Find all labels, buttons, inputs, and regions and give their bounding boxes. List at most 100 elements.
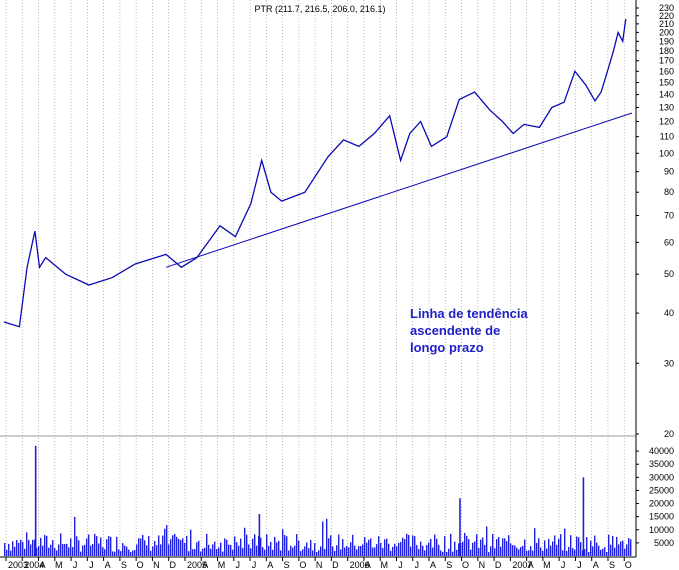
x-tick-month: D [169, 560, 176, 570]
volume-bar [476, 534, 478, 556]
price-tick-label: 160 [659, 66, 674, 76]
price-tick-label: 70 [664, 210, 674, 220]
volume-bar [568, 546, 570, 556]
volume-bar [618, 544, 620, 556]
volume-bar [144, 540, 146, 556]
volume-bar [494, 548, 496, 556]
volume-bar [586, 537, 588, 556]
x-tick-month: A [105, 560, 111, 570]
volume-bar [228, 544, 230, 556]
volume-bar [134, 550, 136, 556]
price-tick-label: 50 [664, 269, 674, 279]
volume-bar [264, 549, 266, 556]
volume-bar [336, 545, 338, 556]
volume-bar [408, 534, 410, 556]
volume-bar [112, 551, 114, 556]
volume-bar [454, 541, 456, 556]
volume-bar [242, 547, 244, 556]
volume-bar [64, 544, 66, 556]
x-tick-month: J [89, 560, 94, 570]
x-tick-month: O [137, 560, 144, 570]
price-tick-label: 170 [659, 56, 674, 66]
volume-bar [94, 533, 96, 556]
volume-bar [162, 535, 164, 556]
volume-bar [578, 537, 580, 556]
volume-bar [496, 539, 498, 556]
volume-bar [248, 544, 250, 556]
volume-bar [372, 547, 374, 556]
price-tick-label: 140 [659, 90, 674, 100]
volume-bar [238, 545, 240, 556]
x-tick-month: M [380, 560, 388, 570]
volume-bar [286, 536, 288, 556]
volume-bar [396, 546, 398, 556]
price-tick-label: 110 [660, 132, 674, 142]
volume-tick-label: 30000 [649, 472, 674, 482]
volume-bar [596, 542, 598, 556]
volume-bar [510, 543, 512, 556]
volume-tick-label: 15000 [649, 512, 674, 522]
volume-bar [386, 538, 388, 556]
x-tick-month: J [252, 560, 257, 570]
volume-bar [140, 538, 142, 556]
price-tick-label: 80 [664, 187, 674, 197]
volume-bar [156, 545, 158, 556]
volume-bar [442, 551, 444, 556]
volume-bar [528, 550, 530, 556]
volume-bar [96, 536, 98, 556]
volume-bar [206, 533, 208, 556]
volume-bar [432, 547, 434, 556]
volume-bar [244, 527, 246, 556]
volume-bar [412, 535, 414, 556]
volume-bar [72, 547, 74, 556]
x-tick-month: D [332, 560, 339, 570]
volume-bar [300, 551, 302, 556]
volume-bar [152, 546, 154, 556]
volume-bar [280, 550, 282, 556]
volume-bar [620, 541, 622, 556]
volume-bar [562, 550, 564, 556]
volume-bar [272, 549, 274, 556]
volume-bar [516, 547, 518, 556]
x-tick-year: 2003 [8, 560, 28, 570]
volume-bar [20, 539, 22, 556]
volume-bar [174, 533, 176, 556]
volume-bar [480, 539, 482, 556]
volume-bar [88, 534, 90, 556]
volume-bar [214, 541, 216, 556]
volume-bar [418, 548, 420, 556]
volume-bar [290, 545, 292, 556]
volume-bar [56, 550, 58, 556]
volume-bar [380, 542, 382, 556]
x-tick-month: A [365, 560, 371, 570]
volume-bar [24, 548, 26, 556]
volume-bar [488, 552, 490, 556]
volume-bar [6, 549, 8, 556]
volume-bar [530, 546, 532, 556]
volume-bar [576, 536, 578, 556]
volume-bar [106, 539, 108, 556]
volume-bar [188, 551, 190, 556]
volume-bar [438, 544, 440, 556]
x-tick-month: J [73, 560, 78, 570]
volume-bar [570, 535, 572, 556]
volume-bar [556, 544, 558, 556]
volume-bar [370, 538, 372, 556]
x-tick-month: O [299, 560, 306, 570]
volume-bar [546, 548, 548, 556]
volume-bar [440, 550, 442, 556]
volume-bar [474, 541, 476, 556]
x-tick-month: O [625, 560, 632, 570]
volume-bar [114, 551, 116, 556]
volume-bar [192, 549, 194, 556]
volume-bar [298, 540, 300, 556]
volume-bar [374, 547, 376, 556]
volume-bar [630, 539, 632, 556]
x-tick-month: J [561, 560, 566, 570]
volume-bar [606, 552, 608, 556]
volume-bar [622, 540, 624, 556]
volume-bar [142, 534, 144, 556]
volume-bar [158, 535, 160, 556]
volume-bar [210, 548, 212, 556]
volume-bar [80, 551, 82, 556]
